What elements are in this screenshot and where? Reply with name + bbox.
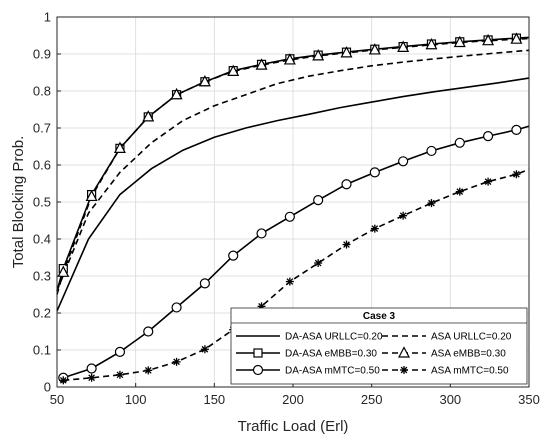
legend: Case 3 DA-ASA URLLC=0.20 ASA URLLC=0.20 DA… bbox=[230, 307, 528, 385]
legend-label: ASA mMTC=0.50 bbox=[431, 366, 509, 377]
series-line bbox=[56, 49, 530, 292]
circle-marker bbox=[482, 131, 494, 142]
x-tick-label: 150 bbox=[203, 392, 225, 407]
asterisk-marker bbox=[427, 199, 436, 208]
circle-marker bbox=[114, 346, 126, 357]
triangle-marker bbox=[340, 46, 353, 58]
asterisk-marker bbox=[455, 187, 464, 196]
series-line bbox=[56, 77, 530, 312]
triangle-marker bbox=[113, 141, 126, 153]
circle-marker bbox=[199, 278, 210, 289]
asterisk-marker bbox=[512, 170, 521, 179]
y-tick-label: 0.4 bbox=[33, 232, 51, 247]
triangle-marker bbox=[255, 58, 268, 70]
y-tick-label: 0.5 bbox=[33, 195, 51, 210]
triangle-marker bbox=[198, 74, 211, 87]
asterisk-marker bbox=[115, 370, 124, 379]
asterisk-marker bbox=[87, 373, 96, 382]
triangle-marker bbox=[398, 346, 410, 358]
x-tick-label: 350 bbox=[518, 392, 540, 407]
legend-label: DA-ASA mMTC=0.50 bbox=[285, 366, 380, 377]
y-tick-label: 0.8 bbox=[33, 84, 51, 99]
asterisk-marker bbox=[400, 366, 408, 374]
asterisk-marker bbox=[144, 366, 153, 375]
triangle-marker bbox=[425, 37, 438, 50]
circle-marker bbox=[341, 179, 352, 190]
triangle-marker bbox=[312, 49, 325, 61]
series-0 bbox=[56, 77, 530, 312]
circle-marker bbox=[252, 364, 264, 376]
circle-marker bbox=[511, 124, 522, 135]
triangle-marker bbox=[482, 33, 495, 46]
y-tick-label: 0.3 bbox=[33, 269, 51, 284]
y-tick-label: 0.6 bbox=[33, 158, 51, 173]
asterisk-marker bbox=[342, 240, 351, 249]
legend-title: Case 3 bbox=[363, 311, 396, 322]
series-3 bbox=[56, 32, 530, 295]
circle-marker bbox=[86, 363, 97, 374]
asterisk-marker bbox=[399, 211, 408, 220]
y-tick-label: 0.9 bbox=[33, 47, 51, 62]
ticks: 50 100 150 200 250 300 350 0 0.1 0.2 0.3 0.4 0.5 0.6 0… bbox=[33, 10, 540, 408]
x-tick-label: 50 bbox=[50, 392, 64, 407]
series-5 bbox=[59, 168, 530, 385]
legend-label: DA-ASA URLLC=0.20 bbox=[285, 332, 383, 343]
triangle-marker bbox=[85, 189, 98, 202]
triangle-marker bbox=[142, 110, 155, 122]
y-tick-label: 0.1 bbox=[33, 343, 51, 358]
series-4 bbox=[58, 124, 530, 383]
circle-marker bbox=[398, 156, 409, 167]
circle-marker bbox=[228, 250, 239, 261]
legend-box bbox=[230, 307, 528, 385]
x-tick-label: 200 bbox=[282, 392, 304, 407]
y-axis-title: Total Blocking Prob. bbox=[10, 136, 27, 269]
circle-marker bbox=[369, 167, 380, 178]
circle-marker bbox=[426, 145, 437, 157]
y-tick-label: 0.7 bbox=[33, 121, 51, 136]
y-tick-label: 0 bbox=[44, 380, 51, 395]
triangle-marker bbox=[397, 40, 410, 52]
triangle-marker bbox=[453, 35, 466, 48]
asterisk-marker bbox=[200, 345, 209, 354]
series-layer bbox=[56, 32, 530, 385]
circle-marker bbox=[313, 195, 324, 206]
circle-marker bbox=[454, 137, 465, 148]
asterisk-marker bbox=[370, 224, 379, 233]
triangle-marker bbox=[283, 53, 296, 65]
x-tick-label: 100 bbox=[125, 392, 147, 407]
x-axis-title: Traffic Load (Erl) bbox=[238, 418, 349, 435]
series-line bbox=[63, 168, 530, 382]
legend-label: ASA eMBB=0.30 bbox=[431, 349, 506, 360]
y-tick-label: 1 bbox=[44, 10, 51, 25]
asterisk-marker bbox=[59, 376, 68, 385]
legend-label: ASA URLLC=0.20 bbox=[431, 332, 512, 343]
triangle-marker bbox=[227, 64, 240, 76]
asterisk-marker bbox=[314, 259, 323, 268]
series-1 bbox=[56, 49, 530, 292]
triangle-marker bbox=[510, 32, 523, 44]
circle-marker bbox=[143, 326, 154, 337]
x-tick-label: 300 bbox=[439, 392, 461, 407]
square-marker bbox=[253, 348, 263, 358]
triangle-marker bbox=[170, 87, 183, 100]
asterisk-marker bbox=[484, 177, 493, 186]
x-tick-label: 250 bbox=[361, 392, 383, 407]
triangle-marker bbox=[368, 43, 381, 55]
y-tick-label: 0.2 bbox=[33, 306, 51, 321]
circle-marker bbox=[171, 302, 182, 313]
circle-marker bbox=[256, 228, 267, 239]
asterisk-marker bbox=[172, 357, 181, 366]
circle-marker bbox=[284, 211, 295, 222]
triangle-marker bbox=[57, 265, 70, 277]
legend-label: DA-ASA eMBB=0.30 bbox=[285, 349, 377, 360]
asterisk-marker bbox=[285, 277, 294, 286]
